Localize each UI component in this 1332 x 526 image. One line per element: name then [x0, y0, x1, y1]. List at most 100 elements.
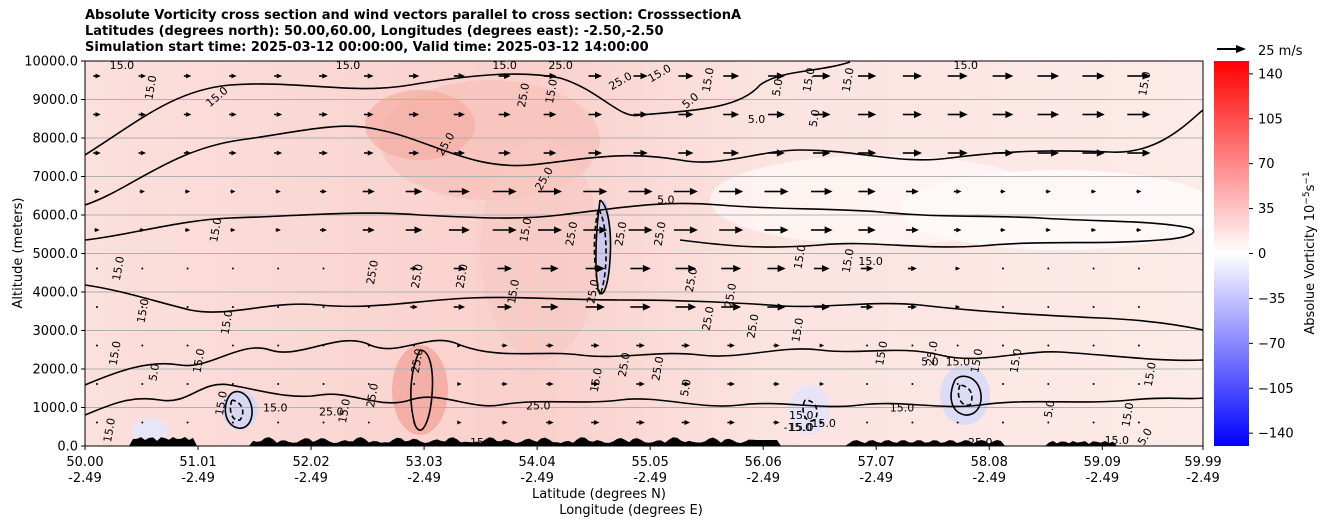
wind-vector — [320, 227, 327, 233]
wind-vector — [866, 421, 869, 424]
wind-vector — [1047, 383, 1050, 385]
wind-vector — [231, 344, 234, 347]
wind-vector — [413, 344, 416, 347]
wind-vector — [813, 72, 831, 80]
wind-vector — [955, 266, 961, 271]
wind-vector — [229, 112, 237, 117]
wind-vector — [138, 150, 147, 156]
wind-vector — [498, 150, 511, 156]
wind-vector — [367, 344, 370, 347]
contour-label: 15.0 — [213, 390, 230, 416]
wind-vector — [410, 304, 418, 310]
contour-label: 5.0 — [1135, 426, 1155, 448]
wind-vector — [141, 267, 144, 270]
wind-vector — [448, 187, 470, 196]
wind-vector — [819, 343, 825, 348]
contour-label: 15.0 — [789, 421, 814, 434]
wind-vector — [277, 267, 280, 270]
wind-vector — [367, 383, 370, 385]
contour-label: 15.0 — [791, 244, 808, 270]
wind-vector — [727, 343, 735, 348]
contour-label: 25.0 — [454, 263, 471, 289]
wind-vector — [320, 189, 327, 194]
wind-vector — [813, 149, 831, 157]
contour-label: 15.0 — [1007, 348, 1024, 374]
contour-label: 15.0 — [142, 74, 159, 100]
contour-label: 25.0 — [319, 405, 344, 418]
wind-vector — [546, 420, 554, 425]
wind-vector — [857, 149, 877, 157]
wind-vector — [992, 72, 1014, 80]
wind-vector — [953, 189, 962, 194]
wind-vector — [906, 226, 919, 234]
wind-vector — [184, 227, 191, 233]
wind-vector — [498, 73, 511, 79]
wind-vector — [274, 112, 283, 117]
wind-vector — [229, 73, 237, 79]
vector-key-arrowhead — [1236, 45, 1246, 53]
contour-label: 15.0 — [953, 59, 978, 72]
x-tick-label-lat: 53.03 — [405, 455, 442, 470]
wind-vector — [673, 226, 698, 234]
wind-vector — [768, 149, 785, 157]
x-tick-label-lon: -2.49 — [1085, 471, 1119, 486]
colorbar-label: Absolue Vorticity 10−5s−1 — [1302, 171, 1318, 334]
contour-label: 5.0 — [146, 363, 162, 382]
wind-vector — [541, 303, 559, 311]
wind-vector — [1092, 344, 1095, 347]
wind-vector — [543, 149, 557, 157]
x-tick-label-lat: 52.02 — [292, 455, 329, 470]
wind-vector — [902, 149, 922, 157]
contour-label: 25.0 — [515, 82, 532, 108]
x-axis-label-longitude: Longitude (degrees E) — [559, 503, 703, 518]
y-tick-label: 7000.0 — [33, 170, 79, 185]
wind-vector — [860, 265, 874, 272]
wind-vector — [1090, 189, 1097, 194]
title-line-3: Simulation start time: 2025-03-12 00:00:… — [85, 40, 649, 55]
wind-vector — [956, 344, 959, 347]
wind-vector — [947, 110, 968, 119]
y-tick-label: 8000.0 — [33, 132, 79, 147]
terrain — [85, 437, 1203, 446]
vorticity-patch — [365, 90, 475, 160]
wind-vector — [907, 304, 917, 310]
wind-vector — [678, 111, 694, 118]
wind-vector — [1137, 306, 1140, 308]
wind-vector — [543, 72, 557, 80]
wind-vector — [727, 420, 735, 425]
contour-label: 25.0 — [612, 221, 629, 247]
x-tick-label-lat: 59.99 — [1184, 455, 1221, 470]
contour-line — [85, 202, 1195, 248]
wind-vector — [1002, 306, 1004, 308]
wind-vector — [764, 226, 789, 234]
wind-vector — [319, 73, 328, 79]
wind-vector — [183, 112, 192, 117]
wind-vector — [675, 303, 697, 311]
wind-vector — [719, 226, 744, 234]
x-axis: 50.00-2.4951.01-2.4952.02-2.4953.03-2.49… — [66, 446, 1222, 486]
wind-vector — [588, 72, 603, 80]
wind-vector — [139, 227, 145, 233]
wind-vector — [673, 187, 698, 196]
wind-vector — [860, 303, 874, 311]
wind-vector — [457, 343, 462, 348]
wind-vector — [546, 381, 554, 387]
wind-vector — [230, 189, 236, 194]
wind-vector — [636, 419, 645, 426]
contour-label: 5.0 — [807, 109, 823, 128]
wind-vector — [93, 73, 101, 79]
wind-vector — [773, 381, 780, 387]
wind-vector — [1137, 344, 1140, 347]
contour-label: 15.0 — [858, 255, 883, 268]
contour-labels: 15.0 15.0 15.0 15.0 15.0 25.0 25.0 15.0 25.0 15.0… — [101, 59, 1159, 448]
wind-vector — [1090, 227, 1097, 233]
wind-vector — [906, 188, 919, 195]
wind-vector — [723, 72, 740, 80]
contour-line — [85, 284, 1203, 331]
wind-vector — [501, 420, 508, 425]
wind-vector — [230, 227, 236, 233]
wind-vector — [636, 342, 645, 349]
contour-label: 15.0 — [219, 309, 236, 335]
y-axis-label: Altitude (meters) — [11, 198, 26, 309]
